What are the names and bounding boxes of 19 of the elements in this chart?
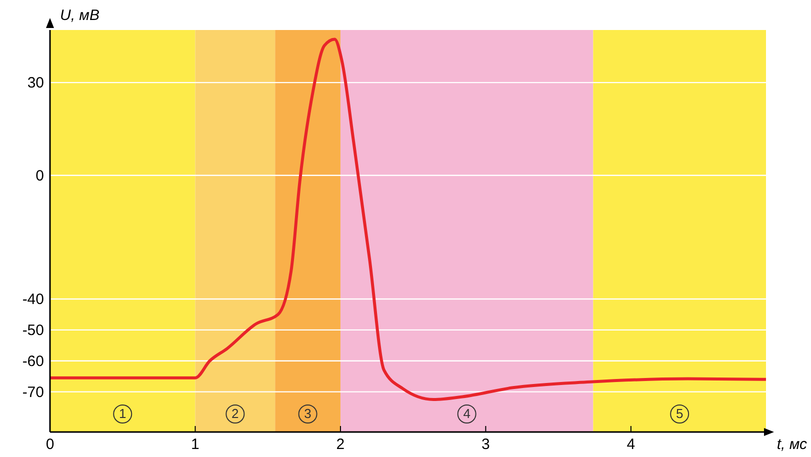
y-tick-label: 30 <box>27 74 44 92</box>
y-axis-title: U, мВ <box>60 7 100 24</box>
band-label: 5 <box>676 406 684 421</box>
x-tick-label: 2 <box>336 436 345 453</box>
x-tick-label: 0 <box>46 436 54 453</box>
line-series <box>48 38 768 402</box>
band-label: 2 <box>232 406 239 421</box>
y-tick-label: 0 <box>36 167 44 184</box>
band-label: 3 <box>304 406 312 421</box>
x-tick-label: 1 <box>191 436 200 453</box>
band-label: 4 <box>463 406 470 421</box>
y-tick-label: -70 <box>22 384 44 401</box>
x-tick-label: 3 <box>482 436 490 453</box>
band-label: 1 <box>119 406 126 421</box>
x-axis-title: t, мс <box>776 436 808 453</box>
y-tick-label: -40 <box>22 291 44 308</box>
y-tick-label: -60 <box>22 352 44 370</box>
x-tick-label: 4 <box>626 436 636 453</box>
y-tick-label: -50 <box>22 322 44 339</box>
